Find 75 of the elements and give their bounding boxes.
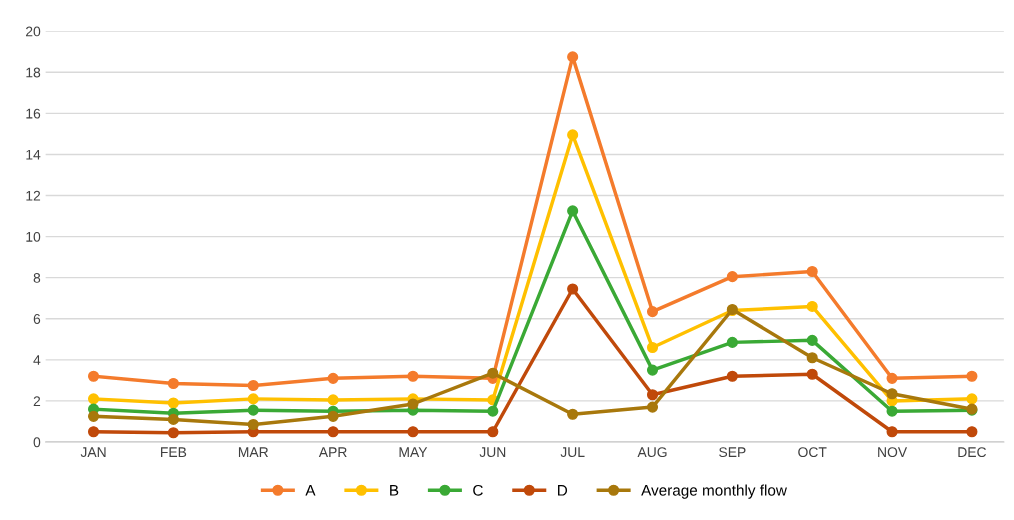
x-tick-label: APR xyxy=(318,447,347,457)
x-tick-label: AUG xyxy=(637,447,667,458)
point xyxy=(487,426,499,438)
y-tick-label: 14 xyxy=(26,149,41,160)
point xyxy=(886,388,898,400)
point xyxy=(886,372,898,384)
y-tick-label: 0 xyxy=(33,437,41,448)
point xyxy=(87,393,100,405)
x-tick-label: MAR xyxy=(238,447,269,457)
point xyxy=(646,364,659,376)
point xyxy=(646,401,659,413)
point xyxy=(567,408,579,420)
point xyxy=(167,413,179,425)
point xyxy=(327,372,339,384)
x-tick-label: JUL xyxy=(560,447,585,458)
point xyxy=(487,405,499,417)
point xyxy=(567,129,579,141)
point xyxy=(247,379,259,392)
point xyxy=(646,341,659,354)
y-tick-label: 12 xyxy=(26,190,41,201)
point xyxy=(806,352,818,364)
point xyxy=(247,418,259,431)
point xyxy=(806,265,818,278)
y-tick-label: 8 xyxy=(33,273,41,283)
y-tick-label: 6 xyxy=(33,314,41,324)
x-tick-label: JAN xyxy=(80,447,106,458)
legend-label: D xyxy=(558,485,568,496)
point xyxy=(726,370,738,382)
point xyxy=(726,336,738,348)
legend-label: B xyxy=(390,485,399,496)
point xyxy=(806,368,818,380)
x-tick-label: FEB xyxy=(161,447,187,457)
point xyxy=(87,426,100,438)
point xyxy=(167,427,179,439)
point xyxy=(407,426,419,438)
point xyxy=(327,410,339,422)
y-tick-label: 10 xyxy=(26,231,41,242)
point xyxy=(726,271,738,283)
point xyxy=(247,404,259,416)
point xyxy=(87,370,100,382)
point xyxy=(407,398,419,410)
y-tick-label: 20 xyxy=(26,26,41,37)
point xyxy=(646,306,659,318)
point xyxy=(966,393,978,405)
point xyxy=(167,377,179,390)
point xyxy=(87,410,100,422)
point xyxy=(886,426,898,438)
point xyxy=(167,397,179,409)
y-tick-label: 16 xyxy=(26,108,41,119)
legend-label: C xyxy=(473,484,483,496)
point xyxy=(646,389,659,401)
point xyxy=(567,205,579,217)
x-tick-label: OCT xyxy=(798,447,827,458)
x-tick-label: SEP xyxy=(719,447,746,458)
y-tick-label: 18 xyxy=(26,67,41,78)
legend-label: Average monthly flow xyxy=(641,484,787,499)
point xyxy=(487,367,499,379)
point xyxy=(966,426,978,438)
point xyxy=(966,370,978,382)
x-tick-label: NOV xyxy=(878,447,908,458)
point xyxy=(806,334,818,346)
point xyxy=(567,51,579,63)
point xyxy=(327,426,339,438)
point xyxy=(806,300,818,312)
legend-label: A xyxy=(305,485,316,496)
point xyxy=(886,405,898,417)
x-tick-label: DEC xyxy=(958,447,987,458)
point xyxy=(407,370,419,382)
y-tick-label: 4 xyxy=(33,355,41,365)
y-tick-label: 2 xyxy=(33,396,41,406)
x-tick-label: JUN xyxy=(479,447,506,458)
x-tick-label: MAY xyxy=(399,447,428,457)
point xyxy=(247,393,259,405)
point xyxy=(327,394,339,406)
point xyxy=(567,283,579,295)
